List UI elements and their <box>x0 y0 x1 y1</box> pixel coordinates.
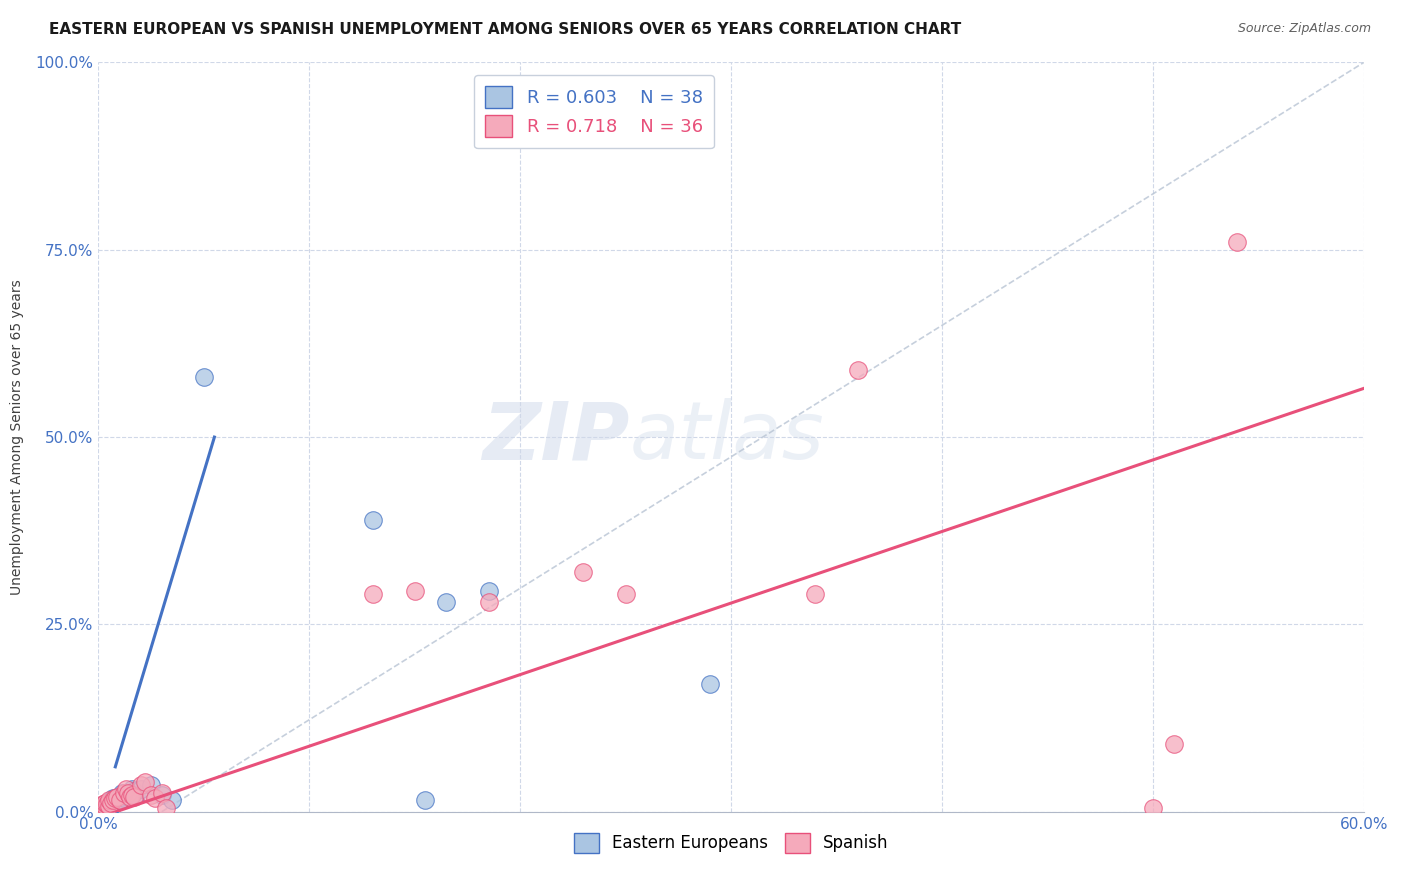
Point <box>1226 235 1249 250</box>
Point <box>804 587 827 601</box>
Point <box>93 800 117 814</box>
Point <box>90 803 112 817</box>
Point <box>145 791 166 805</box>
Point <box>100 798 122 813</box>
Point <box>108 793 131 807</box>
Y-axis label: Unemployment Among Seniors over 65 years: Unemployment Among Seniors over 65 years <box>10 279 24 595</box>
Point <box>90 802 112 816</box>
Point <box>107 789 129 804</box>
Point <box>121 789 143 803</box>
Point <box>436 595 458 609</box>
Point <box>124 783 146 797</box>
Point <box>100 796 122 810</box>
Point <box>404 583 426 598</box>
Point <box>112 791 135 805</box>
Point <box>478 595 501 609</box>
Point <box>115 789 138 803</box>
Point <box>1163 737 1185 751</box>
Point <box>91 801 114 815</box>
Point <box>141 779 163 793</box>
Legend: Eastern Europeans, Spanish: Eastern Europeans, Spanish <box>567 826 896 860</box>
Point <box>93 796 117 810</box>
Point <box>150 789 173 803</box>
Point <box>115 782 138 797</box>
Point <box>124 789 146 804</box>
Point <box>103 791 125 805</box>
Point <box>104 796 127 810</box>
Point <box>846 362 869 376</box>
Point <box>141 789 163 803</box>
Point <box>91 798 114 813</box>
Point <box>150 786 173 800</box>
Point <box>91 802 114 816</box>
Point <box>699 677 721 691</box>
Point <box>96 797 118 812</box>
Point <box>361 512 384 526</box>
Point <box>91 797 114 812</box>
Point <box>96 798 118 813</box>
Point <box>98 800 121 814</box>
Point <box>121 782 143 797</box>
Point <box>103 797 125 812</box>
Point <box>120 786 141 800</box>
Point <box>93 797 117 812</box>
Point <box>478 583 501 598</box>
Point <box>1142 801 1164 815</box>
Point <box>413 793 436 807</box>
Point <box>108 789 131 804</box>
Text: EASTERN EUROPEAN VS SPANISH UNEMPLOYMENT AMONG SENIORS OVER 65 YEARS CORRELATION: EASTERN EUROPEAN VS SPANISH UNEMPLOYMENT… <box>49 22 962 37</box>
Point <box>125 789 148 803</box>
Point <box>193 370 215 384</box>
Text: atlas: atlas <box>630 398 825 476</box>
Point <box>162 793 183 807</box>
Point <box>572 565 595 579</box>
Point <box>90 802 112 816</box>
Point <box>155 801 177 815</box>
Point <box>100 793 122 807</box>
Point <box>134 774 156 789</box>
Text: ZIP: ZIP <box>482 398 630 476</box>
Point <box>104 791 127 805</box>
Point <box>98 798 121 813</box>
Point <box>120 789 141 804</box>
Point <box>107 793 129 807</box>
Point <box>129 779 152 793</box>
Point <box>93 798 117 813</box>
Point <box>96 802 118 816</box>
Point <box>98 793 121 807</box>
Text: Source: ZipAtlas.com: Source: ZipAtlas.com <box>1237 22 1371 36</box>
Point <box>117 786 139 800</box>
Point <box>117 789 139 804</box>
Point <box>361 587 384 601</box>
Point <box>112 786 135 800</box>
Point <box>93 802 117 816</box>
Point <box>111 786 132 800</box>
Point <box>91 801 114 815</box>
Point <box>98 796 121 810</box>
Point <box>614 587 637 601</box>
Point <box>129 782 152 797</box>
Point <box>108 793 131 807</box>
Point <box>90 800 112 814</box>
Point <box>103 793 125 807</box>
